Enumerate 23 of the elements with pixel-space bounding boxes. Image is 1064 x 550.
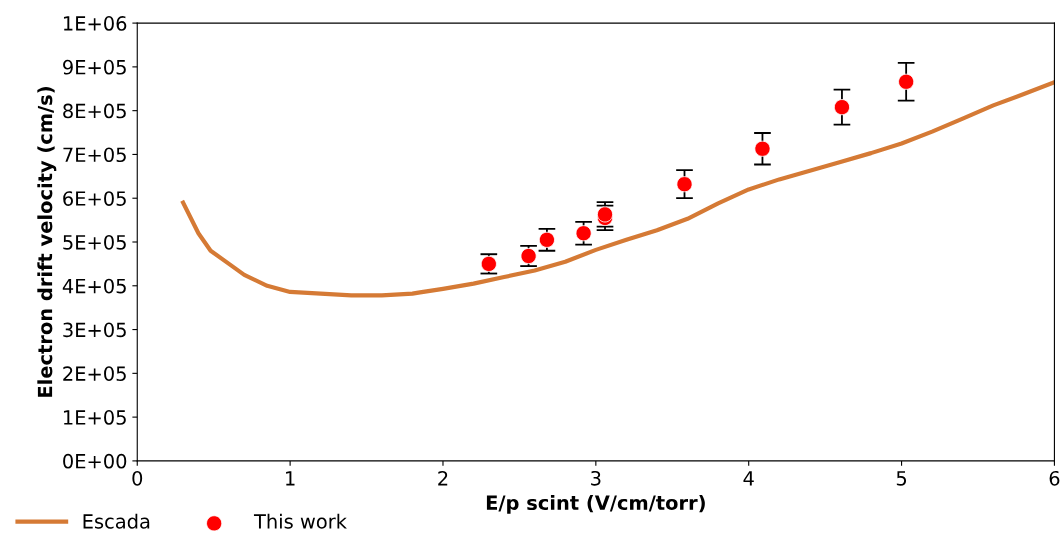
- y-tick-label: 7E+05: [63, 147, 126, 163]
- y-tick-label: 8E+05: [63, 103, 126, 119]
- y-tick-label: 5E+05: [63, 234, 126, 250]
- x-tick-label: 3: [591, 470, 601, 486]
- x-tick-label: 5: [896, 471, 907, 486]
- y-tick-label: 2E+05: [63, 366, 126, 381]
- legend-label: This work: [253, 513, 347, 529]
- y-tick-label: 1E+05: [63, 410, 126, 425]
- x-tick-label: 1: [286, 471, 295, 486]
- x-tick-label: 0: [132, 470, 143, 486]
- y-tick-label: 3E+05: [63, 322, 126, 338]
- y-tick-label: 0E+00: [63, 453, 127, 469]
- legend-label: Escada: [83, 513, 150, 529]
- x-axis-title: E/p scint (V/cm/torr): [486, 495, 705, 514]
- x-tick-label: 6: [1049, 470, 1060, 486]
- y-tick-label: 4E+05: [62, 278, 126, 294]
- x-tick-label: 2: [438, 470, 448, 486]
- y-tick-label: 9E+05: [63, 59, 126, 75]
- line-series: [181, 80, 1055, 298]
- y-tick-label: 1E+06: [63, 16, 127, 31]
- y-tick-label: 6E+05: [63, 191, 126, 206]
- y-axis-title: Electron drift velocity (cm/s): [37, 87, 57, 397]
- x-tick-label: 4: [743, 471, 754, 486]
